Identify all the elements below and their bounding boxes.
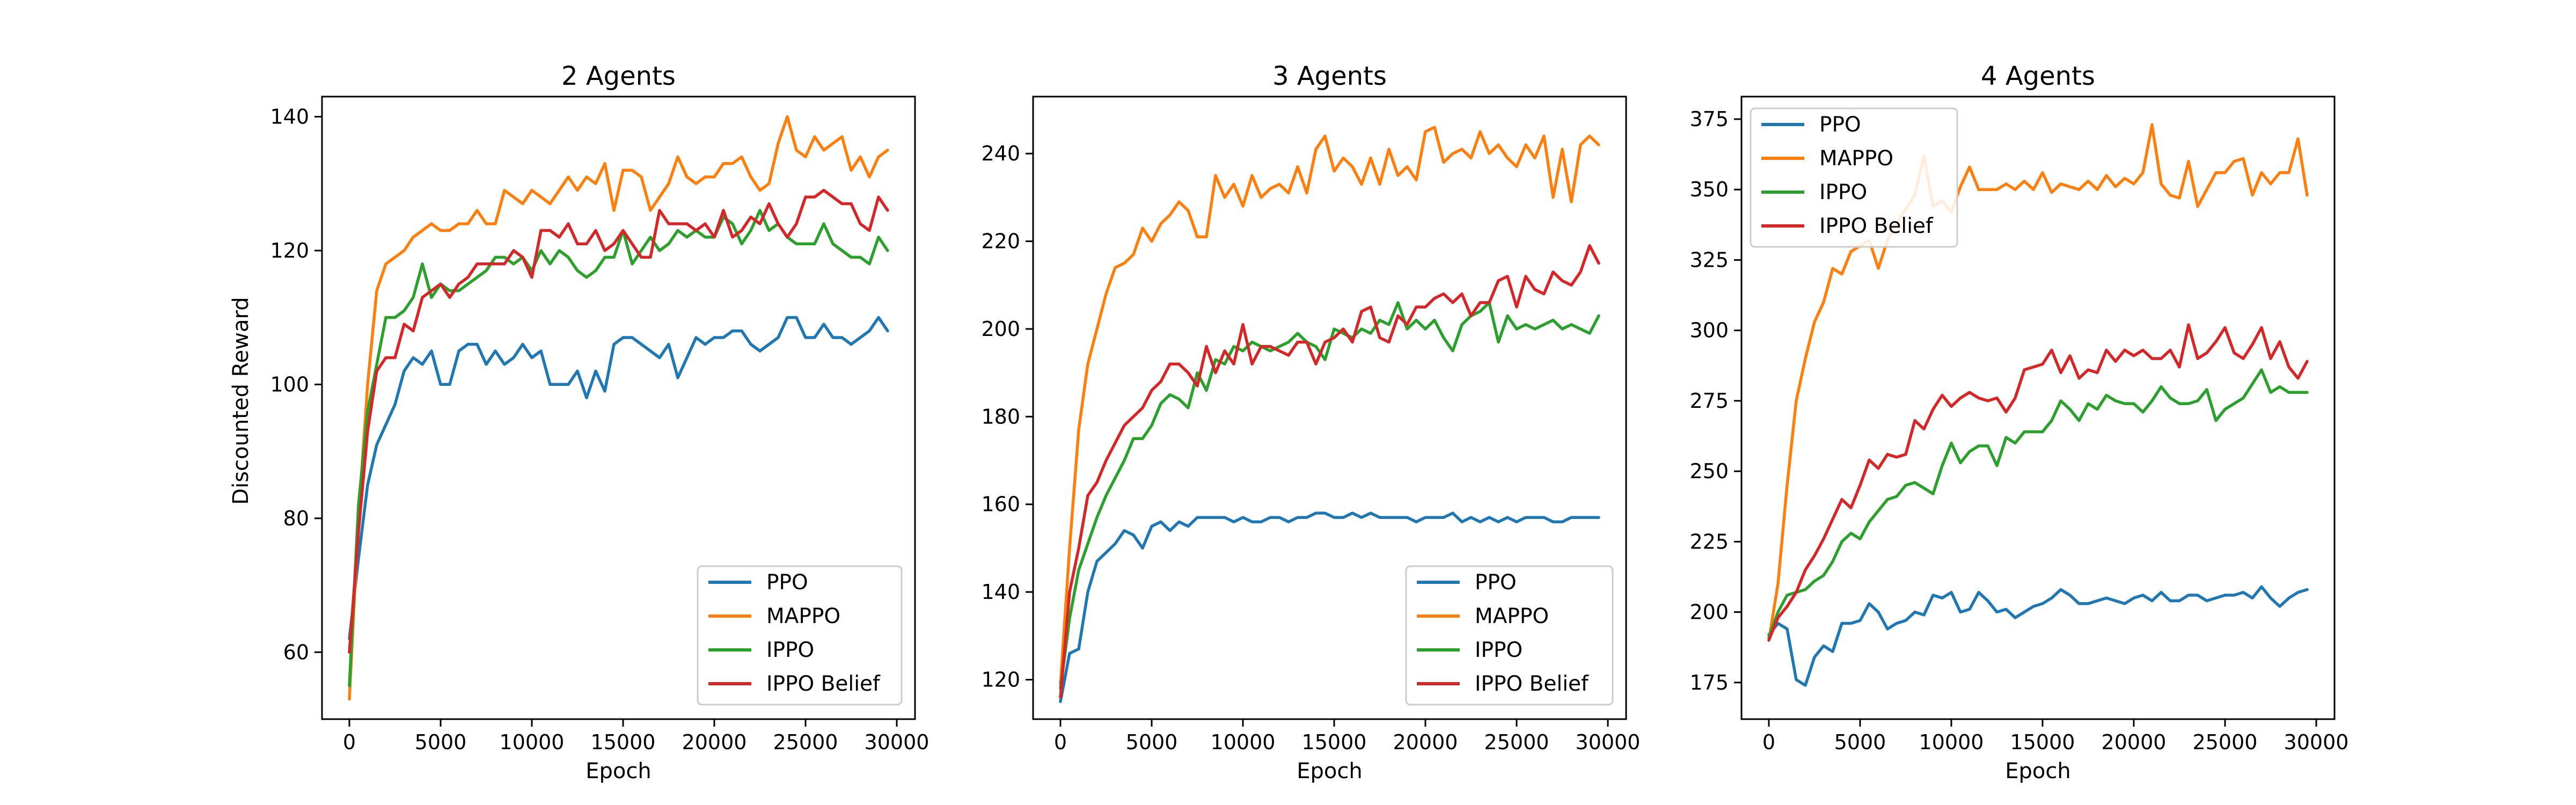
series-line-ppo [1767,585,2309,687]
series-line-ippo-belief [1767,323,2309,642]
series-line-ippo [1767,368,2309,639]
x-tick-label: 5000 [415,730,467,754]
legend-label-ippo-belief: IPPO Belief [1819,214,1934,238]
y-tick-label: 160 [981,493,1020,516]
y-tick-label: 140 [981,580,1020,604]
panel-title: 3 Agents [1272,61,1387,91]
x-tick-label: 0 [1762,730,1775,754]
x-tick-label: 30000 [1576,730,1641,754]
x-tick-label: 5000 [1834,730,1886,754]
y-tick-label: 60 [283,640,309,664]
series-line-ppo [348,316,889,641]
y-tick-label: 240 [981,142,1020,165]
y-tick-label: 375 [1689,107,1729,131]
series-line-ippo-belief [348,188,889,654]
legend-label-ppo: PPO [766,570,808,595]
panel-2-agents: 2 Agents 0 5000 10000 15000 20000 25000 30000 60… [270,61,929,784]
x-tick-label: 25000 [773,730,838,754]
y-tick-label: 350 [1689,178,1729,201]
plot-frame [1032,96,1627,720]
y-tick-label: 120 [981,668,1020,691]
y-tick-label: 225 [1689,530,1729,553]
y-tick-label: 100 [270,372,309,396]
legend-label-ppo: PPO [1819,113,1861,137]
legend: PPO MAPPO IPPO IPPO Belief [1405,565,1614,706]
x-tick-label: 20000 [682,730,747,754]
y-tick-label: 220 [981,230,1020,253]
y-tick-label: 175 [1689,671,1729,694]
legend-label-mappo: MAPPO [766,604,840,628]
panel-3-agents: 3 Agents 0 5000 10000 15000 20000 25000 30000 12… [981,61,1640,784]
legend-label-ippo: IPPO [766,638,814,662]
x-tick-label: 10000 [1919,730,1984,754]
y-tick-label: 275 [1689,389,1729,413]
legend: PPO MAPPO IPPO IPPO Belief [1750,107,1958,248]
y-axis-label: Discounted Reward [229,297,253,504]
legend-label-ippo: IPPO [1819,180,1867,204]
x-tick-label: 15000 [1302,730,1367,754]
x-axis-label: Epoch [1297,759,1362,784]
series-line-mappo [1059,126,1600,686]
legend-label-ippo-belief: IPPO Belief [1475,672,1589,696]
x-tick-label: 30000 [865,730,930,754]
x-tick-label: 0 [343,730,356,754]
x-tick-label: 15000 [2010,730,2075,754]
series-line-ippo [1059,301,1600,690]
legend-box [697,565,903,706]
x-tick-label: 25000 [2193,730,2258,754]
panel-title: 4 Agents [1981,61,2095,91]
legend-label-ppo: PPO [1475,570,1517,595]
legend-label-ippo: IPPO [1475,638,1523,662]
x-tick-label: 15000 [591,730,656,754]
y-tick-label: 140 [270,105,309,128]
x-tick-label: 20000 [1393,730,1458,754]
panel-title: 2 Agents [561,61,676,91]
plot-frame [1740,96,2336,720]
legend: PPO MAPPO IPPO IPPO Belief [697,565,903,706]
legend-label-ippo-belief: IPPO Belief [766,672,881,696]
y-tick-label: 120 [270,239,309,262]
y-tick-label: 300 [1689,319,1729,342]
y-tick-label: 180 [981,405,1020,428]
y-tick-label: 250 [1689,459,1729,483]
x-tick-label: 0 [1054,730,1067,754]
legend-box [1405,565,1614,706]
series-line-ppo [1059,511,1600,704]
y-tick-label: 325 [1689,248,1729,272]
legend-label-mappo: MAPPO [1475,604,1549,628]
x-tick-label: 30000 [2284,730,2349,754]
plot-frame [321,96,916,720]
x-axis-label: Epoch [586,759,651,784]
y-tick-label: 200 [1689,601,1729,624]
x-tick-label: 10000 [500,730,565,754]
legend-box [1750,107,1958,248]
panel-4-agents: 4 Agents 0 5000 10000 15000 20000 25000 30000 17… [1689,61,2348,784]
x-tick-label: 25000 [1484,730,1549,754]
x-tick-label: 20000 [2102,730,2167,754]
series-line-ippo-belief [1059,244,1600,699]
series-line-mappo [348,115,889,701]
x-tick-label: 10000 [1211,730,1276,754]
y-tick-label: 80 [283,507,309,530]
x-axis-label: Epoch [2005,759,2070,784]
x-tick-label: 5000 [1126,730,1178,754]
legend-label-mappo: MAPPO [1819,147,1893,171]
y-tick-label: 200 [981,317,1020,341]
